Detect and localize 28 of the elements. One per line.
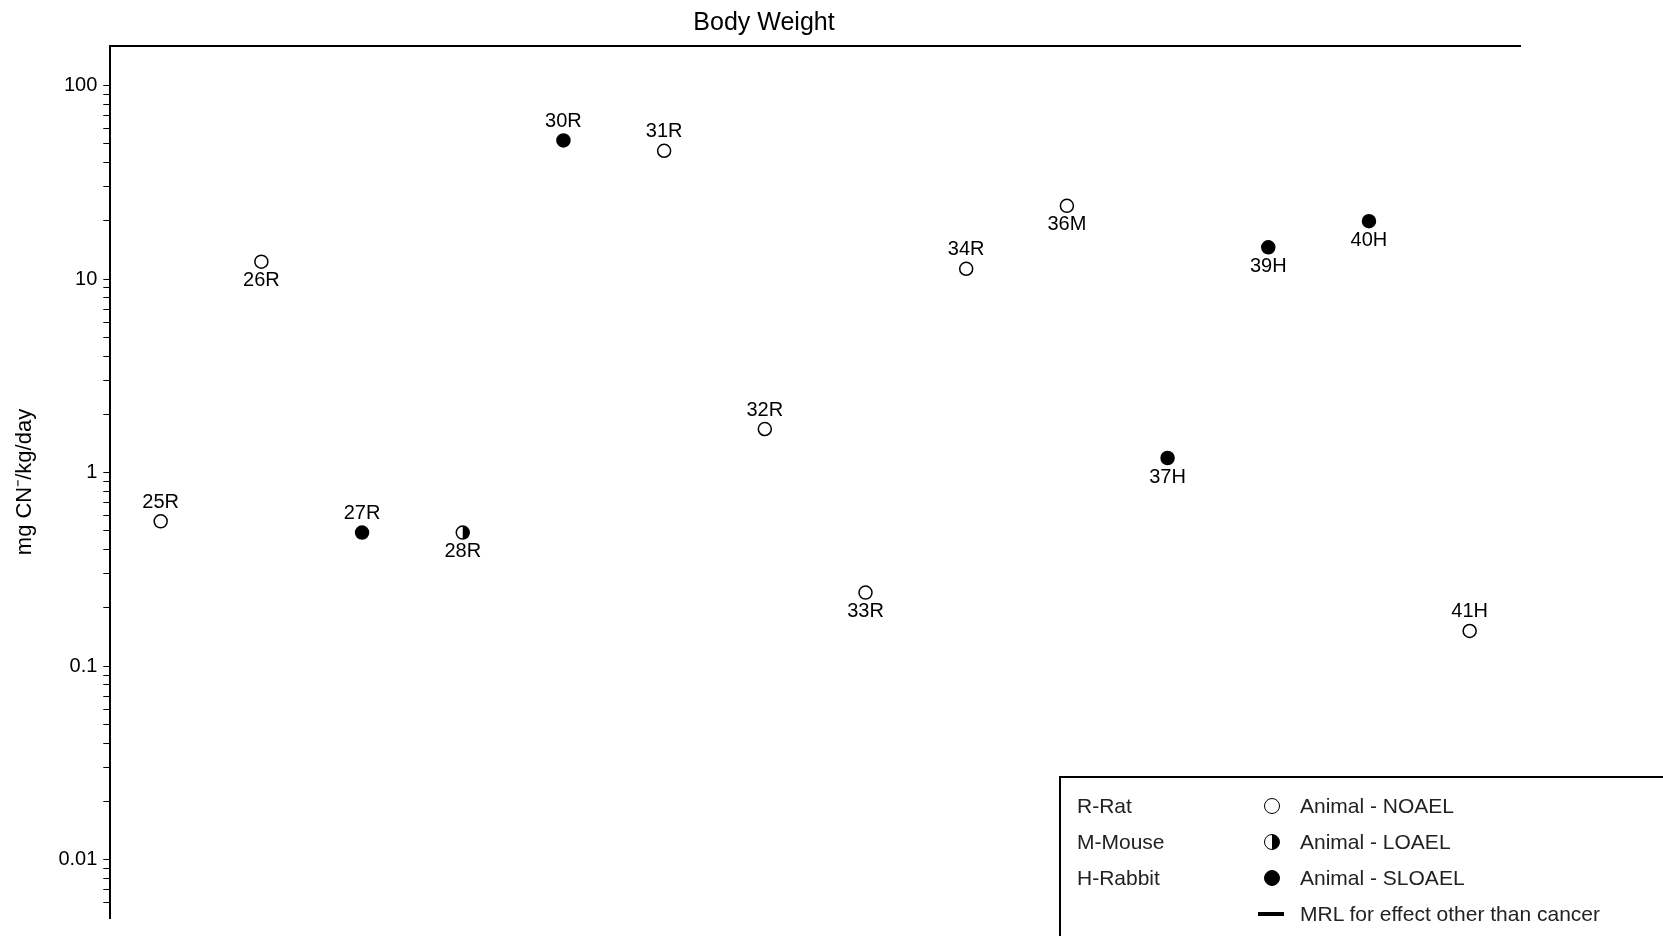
y-tick-label: 0.01 <box>58 847 98 870</box>
annotation: 30R <box>545 108 582 131</box>
y-tick-label: 1 <box>86 460 98 483</box>
annotation: 33R <box>847 599 884 622</box>
y-axis-title: mg CN⁻/kg/day <box>11 408 37 556</box>
annotation: M-Mouse <box>1077 830 1166 854</box>
annotation: R-Rat <box>1077 794 1133 818</box>
legend-label: Animal - NOAEL <box>1300 794 1455 818</box>
annotation: 40H <box>1350 227 1388 250</box>
annotation: 26R <box>243 268 280 291</box>
y-tick-label: 10 <box>75 266 98 289</box>
annotation: 41H <box>1451 599 1489 622</box>
legend-label: Animal - SLOAEL <box>1300 866 1465 890</box>
annotation: 34R <box>947 237 985 260</box>
y-tick-label: 100 <box>63 73 98 96</box>
annotation: MRL for effect other than cancer <box>1300 902 1600 926</box>
annotation: 36M <box>1047 212 1087 235</box>
annotation: 28R <box>444 539 482 562</box>
annotation: 27R <box>343 501 381 524</box>
annotation: H-Rabbit <box>1077 866 1161 890</box>
annotation: 25R <box>142 489 180 512</box>
legend-label: Animal - LOAEL <box>1300 830 1451 854</box>
annotation: 37H <box>1149 464 1186 487</box>
y-tick-label: 0.1 <box>69 653 98 676</box>
annotation: 31R <box>645 119 683 142</box>
chart-title: Body Weight <box>693 6 835 35</box>
annotation: 32R <box>746 397 784 420</box>
annotation: 39H <box>1249 253 1287 276</box>
